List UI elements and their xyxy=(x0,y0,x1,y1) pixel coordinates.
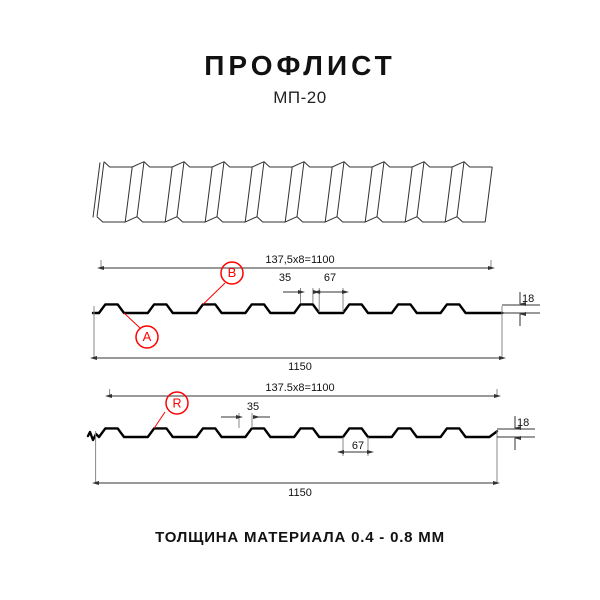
svg-text:R: R xyxy=(172,397,181,411)
svg-text:B: B xyxy=(228,265,237,280)
svg-text:A: A xyxy=(143,329,152,344)
